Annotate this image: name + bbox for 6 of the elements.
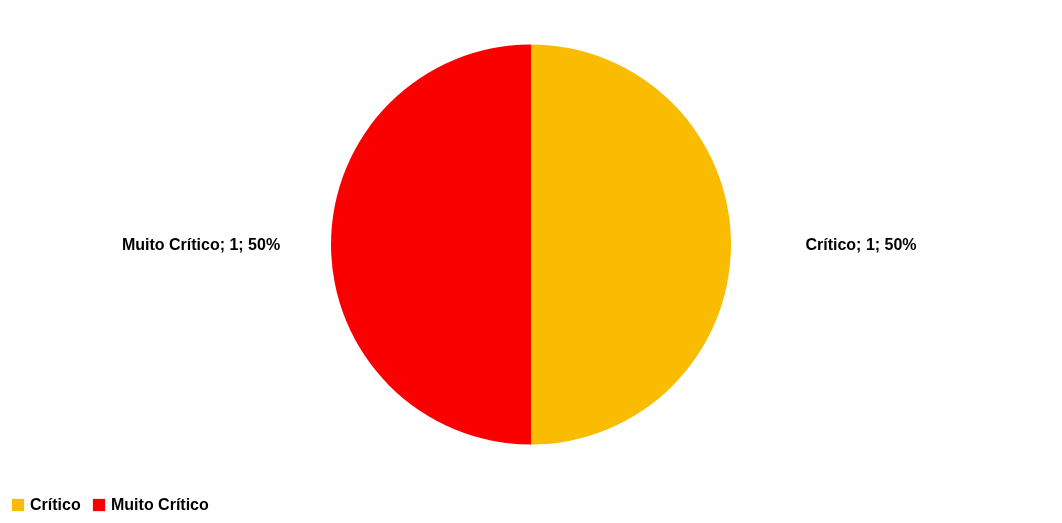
legend-label: Crítico — [30, 496, 81, 513]
pie-slice — [531, 44, 731, 445]
data-label: Crítico; 1; 50% — [805, 235, 917, 253]
pie-slice — [331, 44, 531, 445]
data-label: Muito Crítico; 1; 50% — [121, 235, 281, 253]
legend-label: Muito Crítico — [111, 496, 209, 513]
